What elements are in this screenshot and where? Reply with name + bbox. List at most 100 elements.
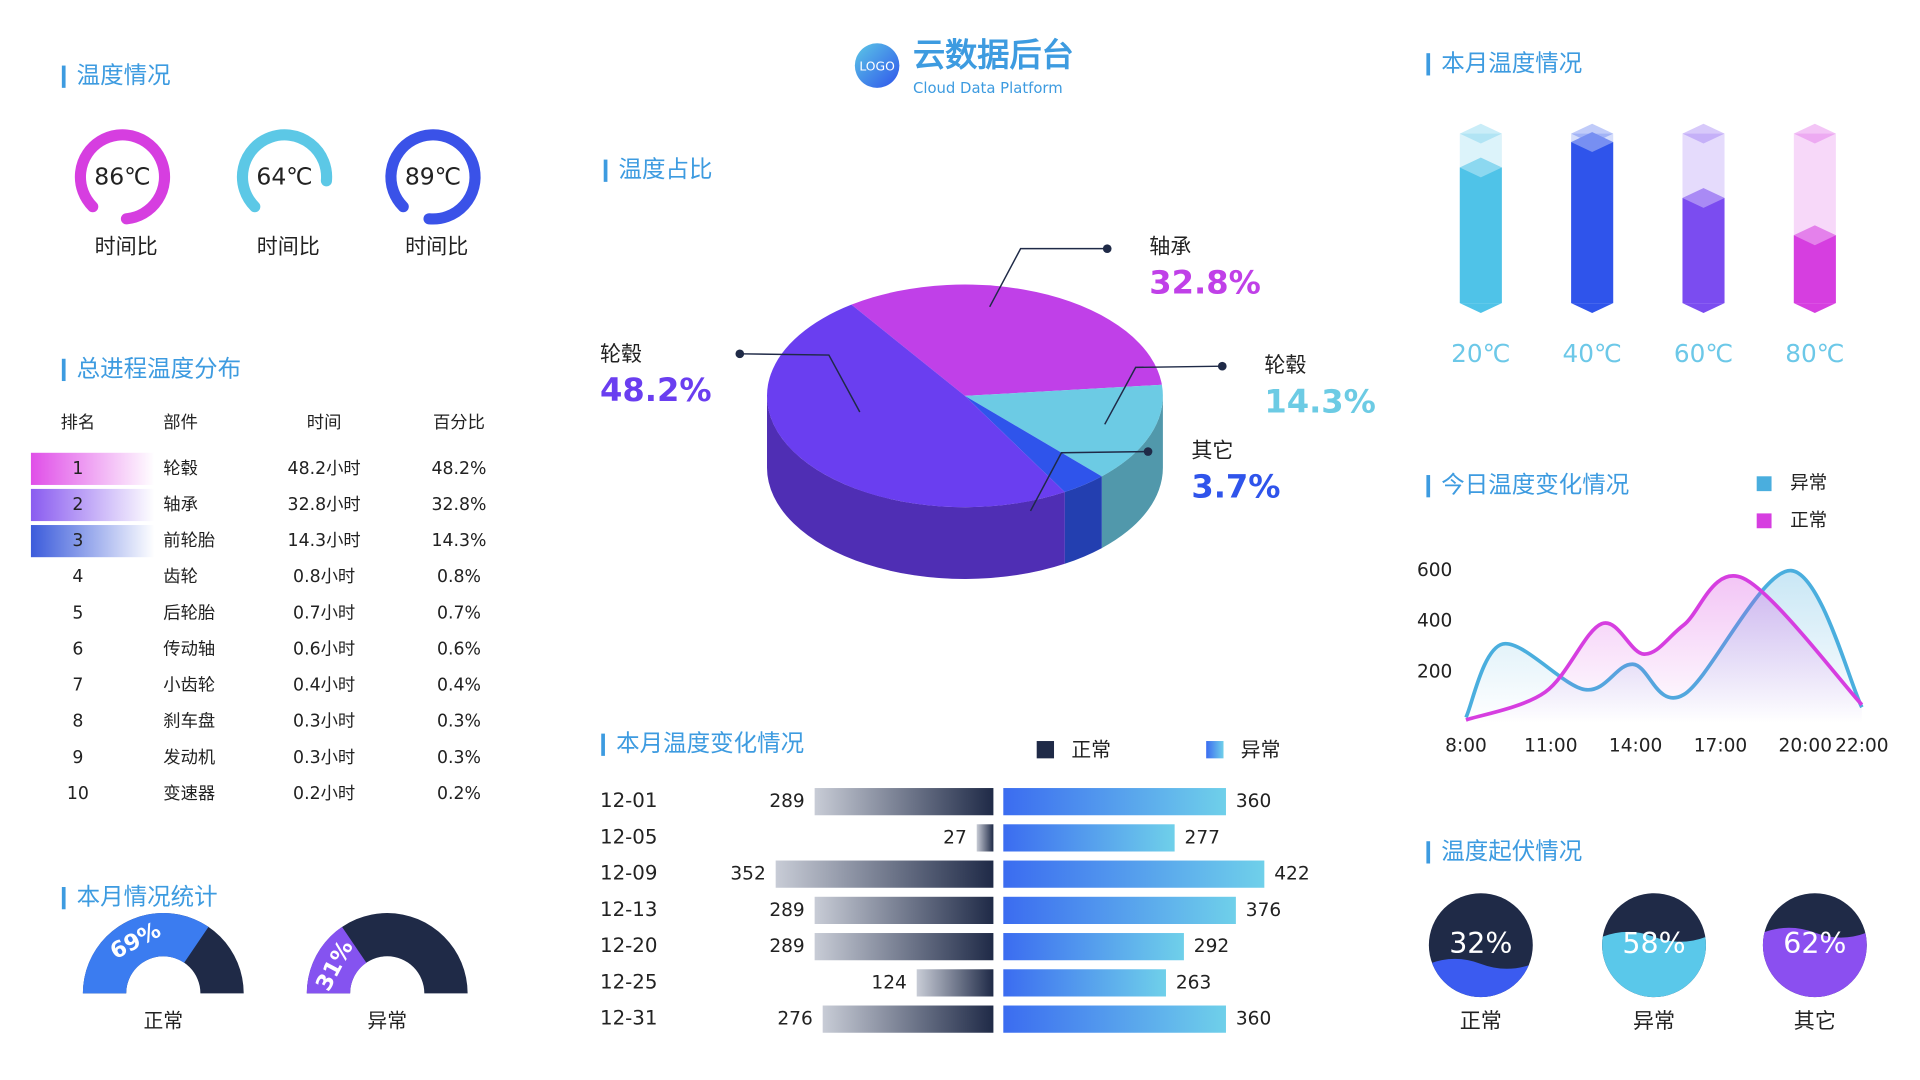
table-cell: 小齿轮 bbox=[163, 676, 215, 696]
gauge-fill bbox=[306, 926, 367, 994]
bar-value: 277 bbox=[1185, 827, 1220, 848]
gauge-value: 86℃ bbox=[94, 163, 150, 191]
legend-swatch bbox=[1756, 513, 1772, 529]
table-cell: 10 bbox=[67, 784, 89, 804]
table-cell: 轮毂 bbox=[163, 459, 198, 479]
bar-value: 27 bbox=[943, 827, 967, 848]
prism-bar bbox=[1571, 142, 1614, 304]
prism-cap-shine bbox=[1682, 188, 1725, 208]
bar bbox=[1003, 824, 1175, 852]
x-tick-label: 8:00 bbox=[1445, 735, 1487, 756]
leader-dot bbox=[1217, 361, 1227, 371]
bar-value: 422 bbox=[1274, 864, 1309, 885]
liquid-value: 32% bbox=[1449, 927, 1512, 960]
bar-value: 289 bbox=[769, 900, 804, 921]
table-cell: 0.6% bbox=[437, 639, 481, 659]
section-title: 温度起伏情况 bbox=[1441, 837, 1582, 865]
row-highlight bbox=[30, 488, 155, 522]
bar-value: 289 bbox=[769, 791, 804, 812]
logo-text: LOGO bbox=[859, 59, 895, 73]
x-tick-label: 20:00 bbox=[1779, 735, 1832, 756]
pie-value: 32.8% bbox=[1149, 264, 1261, 302]
x-tick-label: 11:00 bbox=[1524, 735, 1577, 756]
table-cell: 14.3小时 bbox=[288, 531, 361, 551]
bar bbox=[916, 969, 994, 997]
leader-dot bbox=[735, 349, 745, 359]
table-cell: 48.2% bbox=[431, 459, 486, 479]
prism-ghost-cap bbox=[1682, 123, 1725, 144]
table-cell: 后轮胎 bbox=[163, 603, 215, 623]
table-cell: 0.3小时 bbox=[293, 748, 355, 768]
prism-bar bbox=[1682, 198, 1725, 304]
table-cell: 变速器 bbox=[163, 784, 215, 804]
table-cell: 轴承 bbox=[163, 495, 198, 515]
title-bar bbox=[61, 887, 66, 910]
page-title: 云数据后台 bbox=[913, 36, 1074, 74]
prism-cap-shine bbox=[1793, 225, 1836, 246]
bar-value: 292 bbox=[1194, 936, 1229, 957]
pie-label: 轮毂 bbox=[1264, 352, 1306, 377]
pie-value: 14.3% bbox=[1264, 382, 1376, 420]
table-cell: 32.8% bbox=[431, 495, 486, 515]
liquid-group bbox=[1602, 931, 1706, 998]
prism-foot bbox=[1682, 303, 1725, 313]
gauge-arc bbox=[74, 129, 171, 225]
table-cell: 0.3小时 bbox=[293, 712, 355, 732]
title-bar bbox=[1426, 53, 1431, 76]
category-label: 12-31 bbox=[600, 1007, 657, 1030]
prism-ghost-cap bbox=[1793, 123, 1836, 144]
category-label: 12-13 bbox=[600, 898, 657, 921]
table-header: 部件 bbox=[163, 413, 198, 433]
gauge-label: 时间比 bbox=[257, 233, 320, 258]
line-area bbox=[1465, 575, 1862, 723]
table-cell: 5 bbox=[72, 603, 83, 623]
prism-cap-shine bbox=[1571, 132, 1614, 152]
gauge-label: 时间比 bbox=[95, 233, 158, 258]
prism-bar bbox=[1793, 235, 1836, 304]
pie-side bbox=[1064, 476, 1102, 564]
liquid-label: 其它 bbox=[1794, 1008, 1836, 1033]
liquid-group bbox=[1428, 958, 1533, 998]
table-header: 时间 bbox=[307, 413, 342, 433]
table-cell: 0.4% bbox=[437, 676, 481, 696]
table-cell: 齿轮 bbox=[163, 567, 198, 587]
pie-value: 3.7% bbox=[1191, 468, 1280, 506]
gauge-label: 异常 bbox=[367, 1009, 407, 1032]
bar-value: 263 bbox=[1176, 972, 1211, 993]
bar bbox=[1003, 788, 1226, 816]
bar bbox=[976, 824, 994, 852]
table-cell: 0.4小时 bbox=[293, 676, 355, 696]
bar bbox=[1003, 860, 1265, 888]
section-title: 本月温度情况 bbox=[1441, 49, 1582, 77]
prism-ghost-cap bbox=[1459, 123, 1502, 144]
table-cell: 0.3% bbox=[437, 748, 481, 768]
legend-label: 异常 bbox=[1241, 738, 1281, 761]
gauge-label: 正常 bbox=[144, 1009, 184, 1032]
bar bbox=[814, 788, 994, 816]
bar bbox=[1003, 933, 1184, 961]
pie-side-shade bbox=[1101, 395, 1163, 549]
row-highlight bbox=[30, 525, 155, 558]
table-cell: 传动轴 bbox=[163, 639, 215, 659]
section-title: 温度情况 bbox=[77, 61, 171, 89]
category-label: 20℃ bbox=[1451, 339, 1510, 368]
section-title: 总进程温度分布 bbox=[77, 354, 242, 382]
y-tick-label: 400 bbox=[1417, 611, 1452, 632]
page-subtitle: Cloud Data Platform bbox=[913, 80, 1063, 97]
pie-side bbox=[1101, 395, 1163, 549]
table-cell: 0.6小时 bbox=[293, 639, 355, 659]
table-cell: 1 bbox=[72, 459, 83, 479]
section-title: 温度占比 bbox=[619, 155, 713, 183]
leader-dot bbox=[1143, 447, 1153, 456]
category-label: 12-05 bbox=[600, 825, 657, 848]
table-cell: 6 bbox=[72, 639, 83, 659]
table-cell: 0.3% bbox=[437, 712, 481, 732]
bar bbox=[822, 1005, 994, 1033]
leader-line bbox=[989, 247, 1108, 308]
liquid-fill bbox=[1762, 927, 1867, 998]
liquid-group bbox=[1762, 927, 1867, 998]
legend-swatch bbox=[1036, 741, 1055, 759]
line bbox=[1465, 574, 1864, 722]
